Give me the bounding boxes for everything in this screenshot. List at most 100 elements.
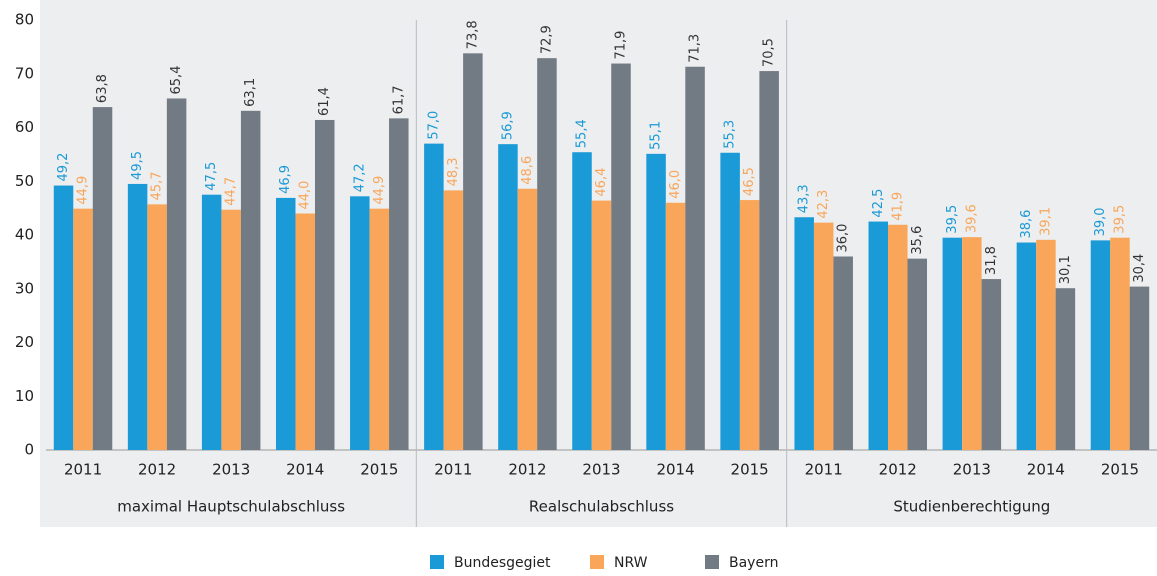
value-label: 46,5 xyxy=(742,167,757,196)
bar xyxy=(833,256,853,450)
value-label: 46,9 xyxy=(278,165,293,194)
x-tick-label: 2014 xyxy=(656,461,694,479)
bar xyxy=(463,53,483,450)
x-tick-label: 2015 xyxy=(731,461,769,479)
value-label: 42,5 xyxy=(871,189,886,218)
legend-swatch xyxy=(430,555,444,569)
x-tick-label: 2014 xyxy=(1027,461,1065,479)
bar xyxy=(221,209,241,450)
bar xyxy=(665,202,686,450)
value-label: 30,4 xyxy=(1132,254,1147,283)
value-label: 31,8 xyxy=(984,246,999,275)
group-label: maximal Hauptschulabschluss xyxy=(117,498,345,516)
value-label: 41,9 xyxy=(890,192,905,221)
x-tick-label: 2011 xyxy=(434,461,472,479)
bar xyxy=(314,119,335,450)
value-label: 63,1 xyxy=(243,78,258,107)
bar xyxy=(92,107,113,450)
value-label: 55,4 xyxy=(575,119,590,148)
bar xyxy=(611,63,631,450)
value-label: 55,1 xyxy=(649,121,664,150)
group-label: Studienberechtigung xyxy=(893,498,1050,516)
value-label: 71,3 xyxy=(688,34,703,63)
bar xyxy=(759,71,779,450)
bar xyxy=(1090,240,1111,450)
value-label: 61,4 xyxy=(317,87,332,116)
bar xyxy=(685,66,705,450)
value-label: 71,9 xyxy=(614,31,629,60)
y-tick-label: 50 xyxy=(15,172,34,190)
value-label: 45,7 xyxy=(150,171,165,200)
bar xyxy=(907,258,928,450)
bar xyxy=(813,222,834,450)
bar xyxy=(498,144,518,450)
value-label: 35,6 xyxy=(910,226,925,255)
y-tick-label: 0 xyxy=(24,441,34,459)
group-label: Realschulabschluss xyxy=(529,498,674,516)
value-label: 55,3 xyxy=(723,120,738,149)
y-tick-label: 20 xyxy=(15,333,34,351)
x-tick-label: 2013 xyxy=(212,461,250,479)
bar xyxy=(1036,239,1056,450)
bar xyxy=(424,143,444,450)
value-label: 70,5 xyxy=(762,38,777,67)
y-tick-label: 80 xyxy=(15,11,34,29)
value-label: 49,5 xyxy=(130,151,145,180)
value-label: 61,7 xyxy=(391,85,406,114)
value-label: 73,8 xyxy=(465,20,480,49)
bar xyxy=(240,110,261,451)
value-label: 39,0 xyxy=(1093,207,1108,236)
bar xyxy=(443,190,464,450)
x-tick-label: 2012 xyxy=(138,461,176,479)
bar xyxy=(720,152,740,450)
value-label: 42,3 xyxy=(816,190,831,219)
bar xyxy=(537,58,557,450)
bar xyxy=(73,208,93,450)
value-label: 43,3 xyxy=(797,184,812,213)
legend-label: Bundesgegiet xyxy=(454,555,551,571)
value-label: 47,2 xyxy=(352,163,367,192)
bar xyxy=(962,237,982,450)
legend-swatch xyxy=(590,555,604,569)
legend-swatch xyxy=(705,555,719,569)
bar xyxy=(794,217,814,450)
bar xyxy=(275,197,296,450)
x-tick-label: 2013 xyxy=(953,461,991,479)
bar xyxy=(981,279,1002,450)
y-tick-label: 10 xyxy=(15,387,34,405)
y-tick-label: 60 xyxy=(15,118,34,136)
x-tick-label: 2013 xyxy=(582,461,620,479)
bar xyxy=(201,194,222,450)
value-label: 49,2 xyxy=(56,153,71,182)
bar xyxy=(1110,237,1130,450)
bar xyxy=(868,221,889,450)
bar xyxy=(147,204,167,450)
bar xyxy=(166,98,187,450)
x-tick-label: 2015 xyxy=(1101,461,1139,479)
value-label: 48,6 xyxy=(520,156,535,185)
bar xyxy=(517,188,538,450)
bar xyxy=(1055,288,1076,450)
value-label: 57,0 xyxy=(426,111,441,140)
value-label: 44,9 xyxy=(76,176,91,205)
legend-label: Bayern xyxy=(729,555,778,571)
value-label: 36,0 xyxy=(836,224,851,253)
bar xyxy=(942,237,963,450)
bar xyxy=(591,200,612,450)
x-tick-label: 2011 xyxy=(64,461,102,479)
value-label: 44,7 xyxy=(224,177,239,206)
bar xyxy=(888,224,908,450)
bar xyxy=(1016,242,1037,450)
value-label: 46,4 xyxy=(594,168,609,197)
value-label: 56,9 xyxy=(500,111,515,140)
value-label: 72,9 xyxy=(539,25,554,54)
value-label: 48,3 xyxy=(446,157,461,186)
x-tick-label: 2014 xyxy=(286,461,324,479)
bar xyxy=(389,118,409,451)
bar xyxy=(53,185,74,451)
bar xyxy=(1129,286,1150,450)
value-label: 39,5 xyxy=(945,205,960,234)
bar xyxy=(572,152,592,450)
value-label: 47,5 xyxy=(204,162,219,191)
x-tick-label: 2015 xyxy=(360,461,398,479)
